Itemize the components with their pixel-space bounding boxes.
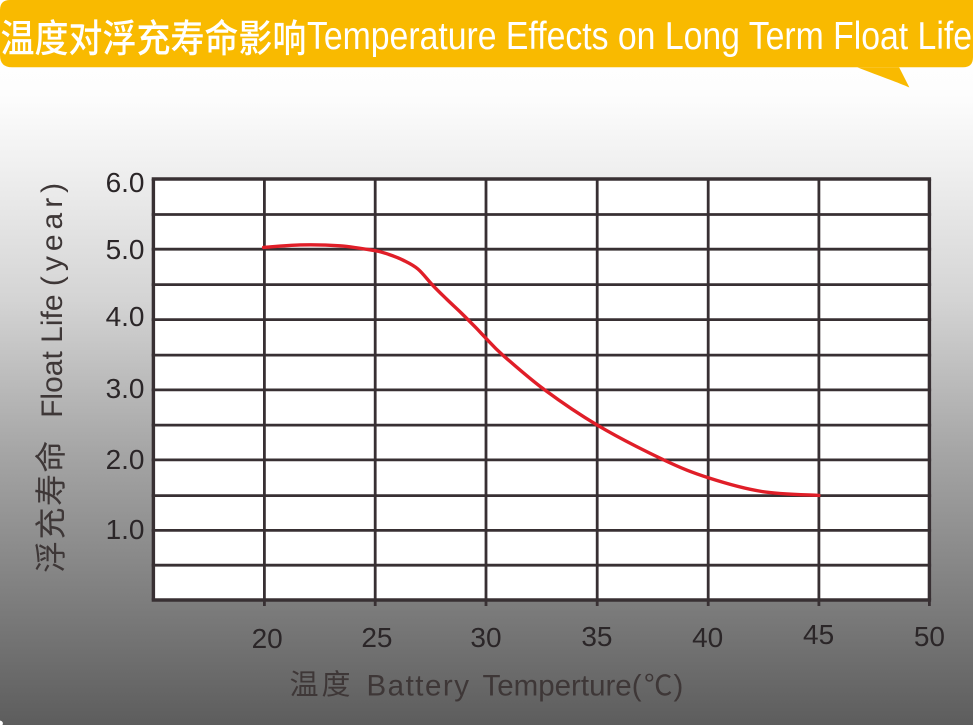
svg-text:Temperture(: Temperture(: [483, 669, 642, 702]
svg-text:Temperature Effects on Long Te: Temperature Effects on Long Term Float L…: [307, 14, 972, 58]
svg-text:Battery: Battery: [367, 669, 471, 702]
svg-text:Float Life (year): Float Life (year): [36, 178, 69, 418]
svg-text:): ): [674, 669, 684, 702]
